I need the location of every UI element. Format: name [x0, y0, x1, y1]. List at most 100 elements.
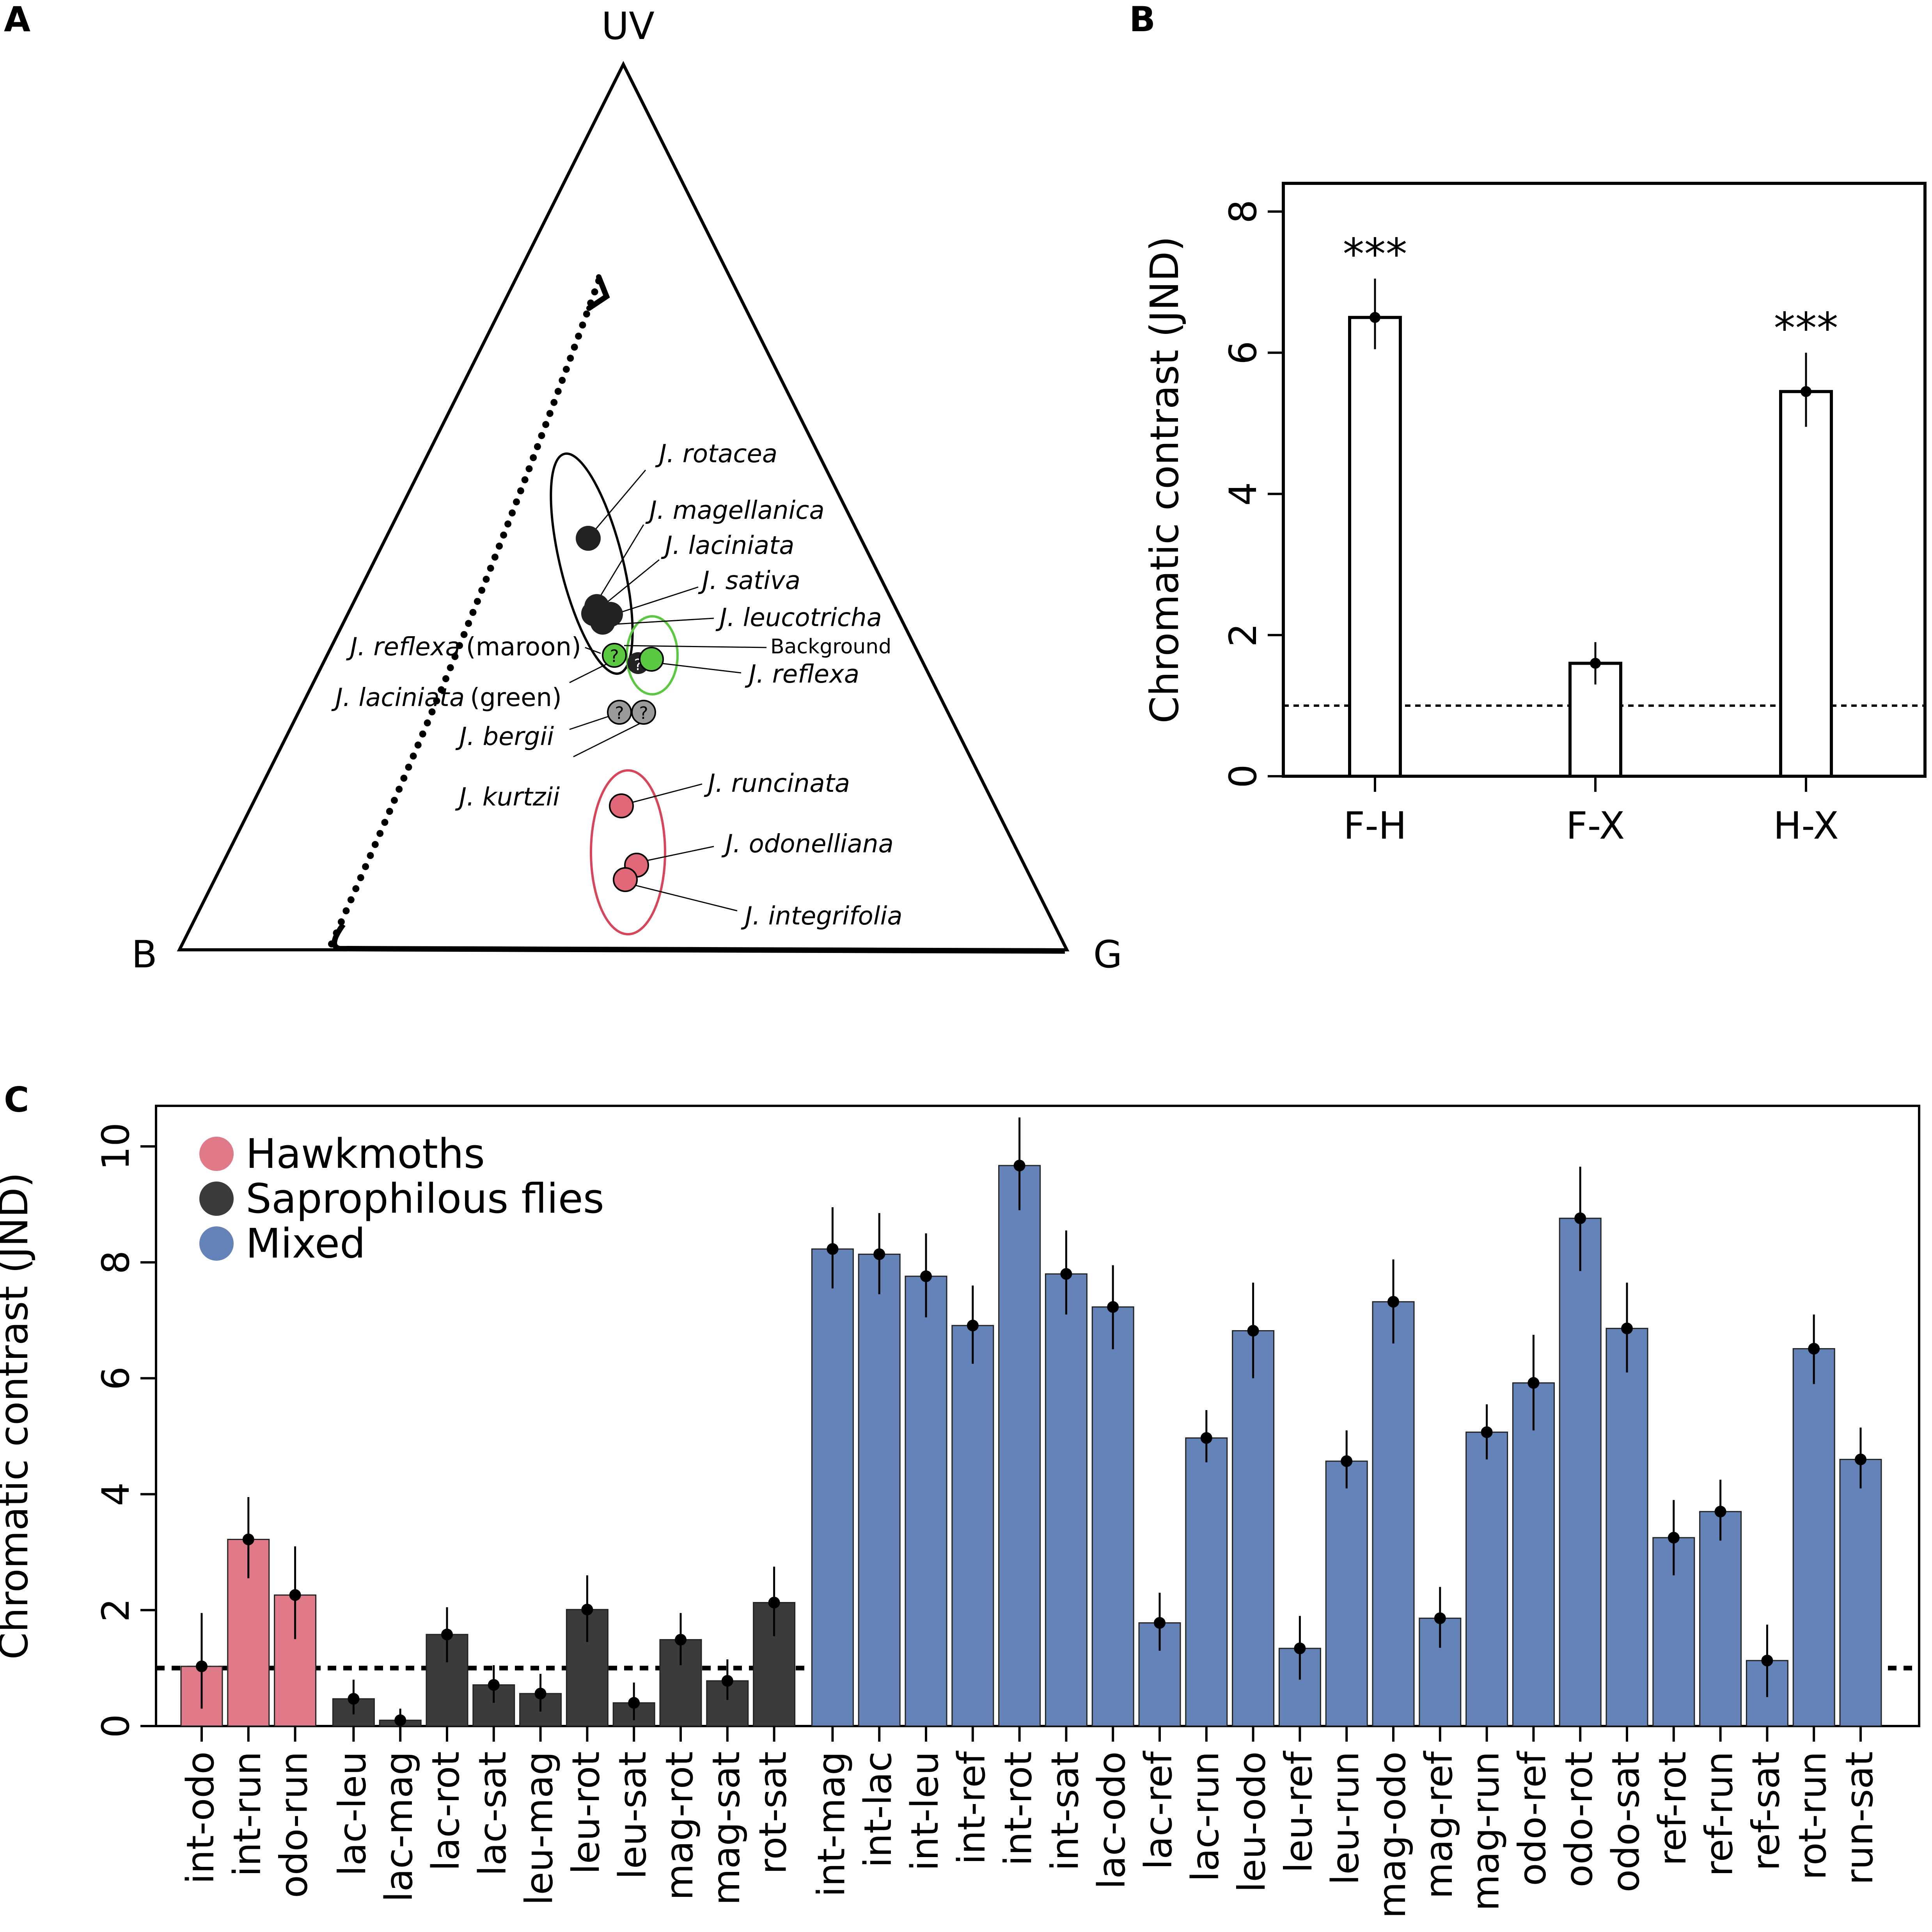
data-point — [441, 1629, 453, 1641]
data-point — [1574, 1212, 1586, 1224]
locus-dot — [357, 874, 364, 881]
label-kurtzii: J. kurtzii — [455, 783, 560, 812]
x-tick-label: leu-rot — [564, 1751, 608, 1874]
point-kurtzii — [631, 700, 656, 725]
bar — [1559, 1217, 1602, 1727]
y-tick-label: 8 — [94, 1251, 138, 1274]
locus-dot — [534, 443, 541, 450]
locus-dot — [542, 421, 550, 428]
bar — [1792, 1348, 1835, 1727]
locus-dot — [342, 907, 350, 914]
x-tick-label: lac-rot — [424, 1751, 468, 1871]
x-tick-label: rot-sat — [751, 1751, 795, 1874]
data-point — [1668, 1532, 1680, 1544]
bar — [1606, 1328, 1648, 1727]
y-tick-label: 0 — [1221, 764, 1265, 788]
data-point — [348, 1693, 360, 1705]
data-point — [1154, 1617, 1166, 1629]
locus-dot — [414, 742, 422, 749]
bar — [1348, 316, 1402, 778]
significance-stars: *** — [1343, 229, 1407, 279]
locus-dot — [487, 564, 494, 572]
bar — [1372, 1301, 1415, 1727]
point-rotacea — [576, 526, 601, 551]
data-point — [1481, 1426, 1493, 1438]
label-odonelliana: J. odonelliana — [721, 830, 894, 859]
data-point — [873, 1248, 885, 1260]
spectral-locus — [328, 277, 1065, 954]
x-tick-label: leu-sat — [611, 1751, 655, 1879]
y-tick-label: 2 — [94, 1598, 138, 1622]
y-tick-label: 0 — [94, 1714, 138, 1738]
locus-dot — [469, 609, 477, 616]
x-tick-label: odo-rot — [1557, 1751, 1601, 1888]
locus-dot — [559, 377, 566, 384]
data-point — [534, 1687, 546, 1700]
data-point — [1294, 1642, 1306, 1654]
x-tick-label: mag-odo — [1370, 1751, 1414, 1918]
data-point — [920, 1270, 932, 1282]
bar — [1465, 1432, 1508, 1727]
x-tick-label: odo-sat — [1604, 1751, 1648, 1892]
y-tick-label: 4 — [94, 1482, 138, 1506]
x-tick-label: lac-sat — [471, 1751, 514, 1876]
data-point — [1060, 1268, 1072, 1280]
locus-dot — [567, 355, 574, 362]
data-point — [1434, 1612, 1446, 1624]
locus-dot — [591, 288, 598, 296]
x-tick-label: ref-rot — [1651, 1751, 1694, 1866]
data-point — [394, 1714, 406, 1726]
locus-dot — [362, 863, 369, 870]
locus-dot — [419, 730, 426, 738]
panel-b-letter: B — [1129, 0, 1155, 39]
label-runcinata: J. runcinata — [704, 769, 850, 798]
locus-dot — [530, 454, 537, 461]
locus-dot — [496, 543, 503, 550]
y-tick-label: 4 — [1221, 482, 1265, 506]
label-laciniata: J. laciniata — [661, 531, 794, 560]
bar — [1091, 1306, 1134, 1727]
locus-dot — [525, 465, 533, 472]
x-tick-label: leu-odo — [1230, 1751, 1274, 1892]
locus-dot — [424, 719, 431, 727]
legend-swatch — [199, 1182, 234, 1216]
x-tick-label: odo-run — [272, 1751, 316, 1898]
locus-dot — [538, 432, 545, 439]
vertex-g-label: G — [1093, 933, 1122, 976]
x-tick-label: ref-sat — [1744, 1751, 1788, 1871]
legend-swatch — [199, 1137, 234, 1171]
data-point — [1370, 312, 1380, 323]
x-tick-label: H-X — [1773, 804, 1839, 848]
locus-dot — [400, 775, 408, 782]
locus-dot — [483, 576, 490, 583]
locus-dot — [367, 852, 374, 859]
point-reflexa-maroon — [602, 643, 627, 668]
x-tick-label: lac-ref — [1137, 1751, 1180, 1870]
locus-dot — [478, 587, 486, 594]
locus-dot — [571, 344, 578, 351]
bar — [811, 1248, 854, 1727]
panel-a-letter: A — [4, 0, 30, 39]
locus-dot — [438, 686, 445, 694]
label-bergii: J. bergii — [455, 722, 554, 751]
legend-label: Saprophilous flies — [246, 1175, 604, 1222]
locus-dot — [500, 531, 507, 539]
kurtzii-qmark: ? — [639, 703, 648, 723]
point-reflexa — [639, 647, 664, 672]
data-point — [768, 1597, 780, 1609]
bar — [998, 1165, 1041, 1727]
x-tick-label: lac-run — [1183, 1751, 1227, 1882]
locus-dot — [504, 520, 512, 528]
x-tick-label: leu-ref — [1277, 1751, 1320, 1873]
label-laciniata-green: J. laciniata (green) — [331, 683, 562, 712]
locus-dot — [579, 321, 586, 329]
x-tick-label: int-rot — [997, 1751, 1040, 1866]
point-integrifolia — [613, 867, 638, 892]
x-tick-label: rot-run — [1791, 1751, 1834, 1880]
bar — [1232, 1330, 1275, 1727]
locus-dot — [521, 476, 529, 483]
data-point — [196, 1660, 208, 1672]
data-point — [1013, 1160, 1025, 1172]
data-point — [242, 1533, 254, 1545]
